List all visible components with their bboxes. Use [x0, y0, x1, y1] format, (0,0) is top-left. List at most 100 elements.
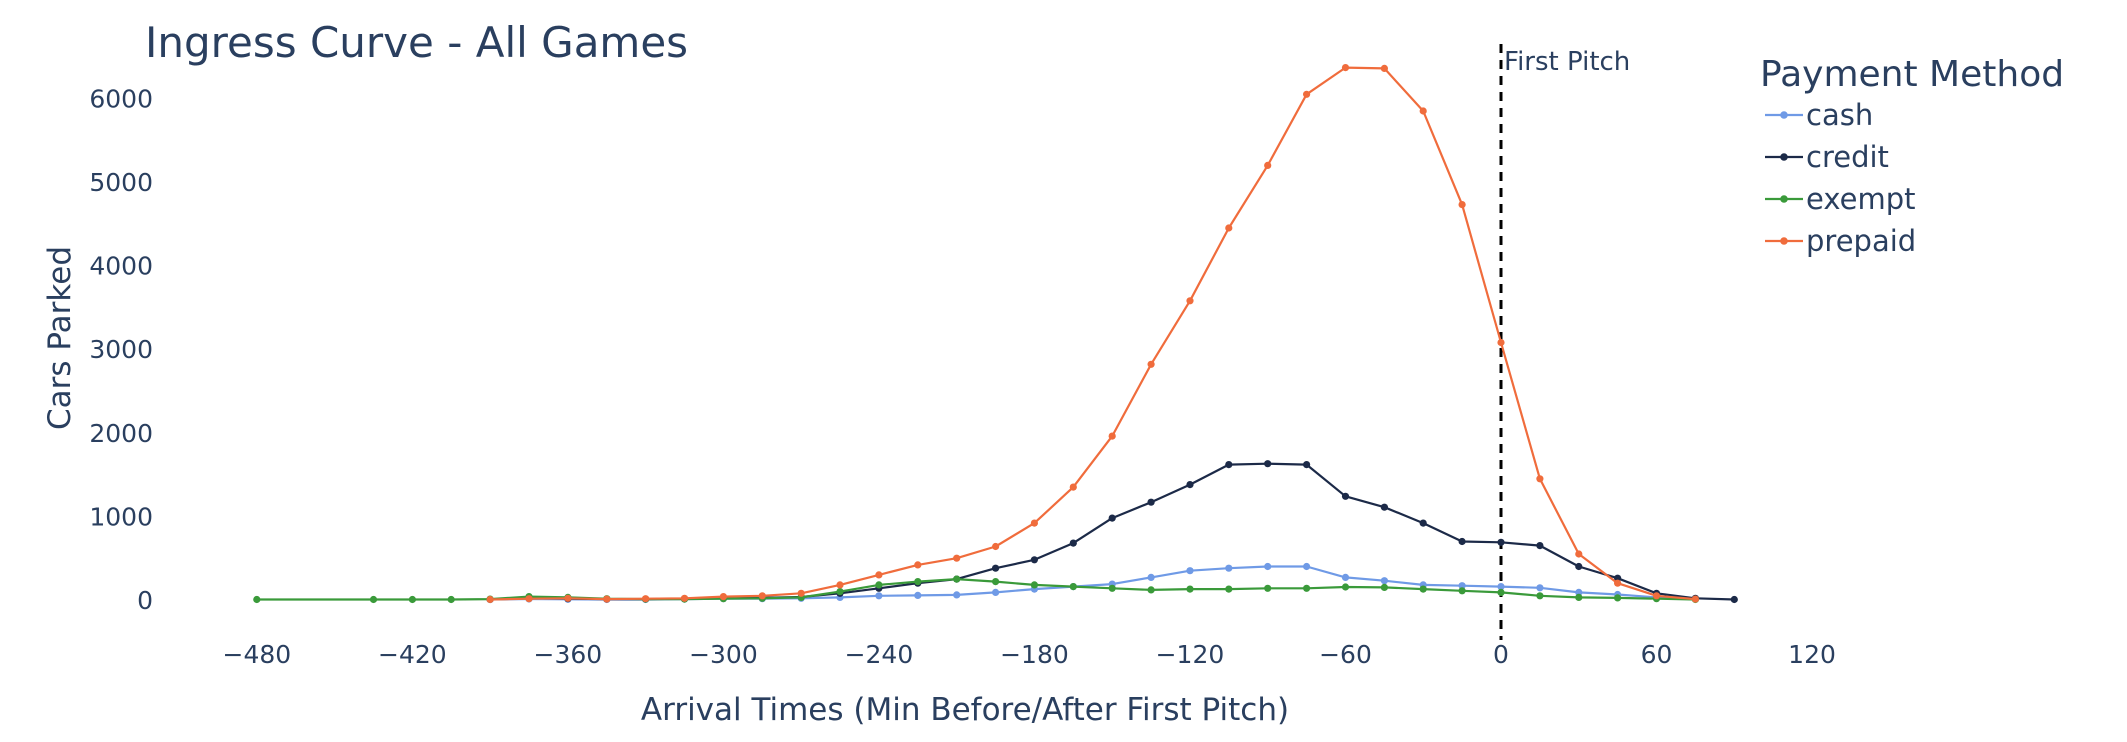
data-point-prepaid — [1419, 107, 1427, 115]
data-point-prepaid — [1147, 360, 1155, 368]
data-point-prepaid — [914, 561, 922, 569]
data-point-prepaid — [1264, 161, 1272, 169]
data-point-cash — [875, 592, 883, 600]
data-point-prepaid — [486, 595, 494, 604]
legend-item-exempt[interactable]: exempt — [1765, 182, 1915, 216]
data-point-credit — [1186, 481, 1194, 489]
legend-swatch-marker — [1780, 195, 1788, 203]
x-tick-label: 120 — [1788, 640, 1836, 669]
series-exempt — [253, 575, 1699, 604]
data-point-credit — [1108, 514, 1116, 522]
data-point-credit — [1380, 503, 1388, 511]
data-point-prepaid — [1108, 432, 1116, 440]
x-axis-title: Arrival Times (Min Before/After First Pi… — [641, 692, 1289, 728]
data-point-prepaid — [1341, 64, 1350, 72]
legend-swatch-marker — [1780, 237, 1788, 245]
data-point-exempt — [1225, 585, 1233, 593]
data-point-prepaid — [642, 595, 650, 603]
x-tick-label: 0 — [1493, 640, 1509, 669]
x-tick-label: −240 — [845, 640, 914, 669]
data-point-prepaid — [525, 595, 533, 603]
data-point-credit — [1458, 537, 1466, 546]
data-point-exempt — [1069, 583, 1077, 591]
data-point-exempt — [1536, 592, 1544, 600]
data-point-prepaid — [1536, 475, 1544, 483]
data-point-exempt — [1458, 587, 1466, 595]
data-point-exempt — [1341, 583, 1350, 591]
data-point-credit — [992, 564, 1000, 572]
data-point-exempt — [1108, 584, 1116, 592]
data-point-credit — [1614, 574, 1622, 582]
legend-label: prepaid — [1806, 224, 1916, 258]
data-point-credit — [1030, 556, 1038, 564]
data-point-exempt — [1614, 594, 1622, 602]
legend-title: Payment Method — [1760, 54, 2064, 95]
y-axis-title: Cars Parked — [42, 246, 78, 430]
data-point-prepaid — [1497, 338, 1505, 347]
data-point-prepaid — [564, 594, 572, 602]
chart-title: Ingress Curve - All Games — [145, 18, 688, 67]
data-point-exempt — [875, 581, 883, 589]
data-point-prepaid — [1069, 483, 1077, 491]
data-point-prepaid — [1380, 64, 1388, 72]
x-axis-ticks: −480 −420 −360 −300 −240 −180 −120 −60 0 60 120 — [223, 640, 1836, 669]
y-tick-label: 0 — [137, 586, 153, 615]
legend-item-credit[interactable]: credit — [1765, 140, 1889, 174]
data-point-exempt — [253, 595, 261, 604]
data-point-credit — [1147, 498, 1155, 506]
data-point-prepaid — [1303, 90, 1311, 98]
data-point-exempt — [1030, 581, 1038, 589]
data-point-prepaid — [758, 592, 766, 600]
x-tick-label: −420 — [378, 640, 447, 669]
data-point-exempt — [447, 595, 455, 604]
data-point-prepaid — [875, 571, 883, 579]
data-point-exempt — [1497, 588, 1505, 597]
data-point-prepaid — [1458, 201, 1466, 209]
data-point-cash — [1147, 573, 1155, 582]
data-point-cash — [1264, 562, 1272, 571]
data-point-prepaid — [603, 595, 611, 603]
data-point-cash — [1341, 573, 1350, 582]
data-point-credit — [1341, 492, 1350, 500]
legend-item-cash[interactable]: cash — [1765, 98, 1873, 132]
data-point-credit — [1536, 542, 1544, 550]
x-tick-label: −60 — [1319, 640, 1372, 669]
data-point-exempt — [1264, 584, 1272, 592]
data-point-cash — [992, 588, 1000, 597]
data-point-cash — [1575, 588, 1583, 597]
data-point-prepaid — [1614, 579, 1622, 587]
y-tick-label: 6000 — [89, 85, 153, 114]
data-point-cash — [1536, 584, 1544, 592]
data-point-cash — [1380, 577, 1388, 585]
data-point-prepaid — [1652, 592, 1661, 600]
data-point-prepaid — [1691, 595, 1699, 603]
x-tick-label: −300 — [689, 640, 758, 669]
legend-swatch-marker — [1780, 111, 1788, 119]
data-point-credit — [1419, 519, 1427, 527]
data-point-credit — [1069, 539, 1077, 547]
legend-item-prepaid[interactable]: prepaid — [1765, 224, 1916, 258]
data-point-cash — [953, 591, 961, 599]
data-point-exempt — [1186, 585, 1194, 593]
data-point-prepaid — [680, 594, 689, 602]
data-point-exempt — [992, 578, 1000, 586]
data-point-credit — [1225, 461, 1233, 469]
data-point-prepaid — [1186, 297, 1194, 305]
x-tick-label: −480 — [223, 640, 292, 669]
x-tick-label: 60 — [1641, 640, 1673, 669]
x-tick-label: −180 — [1000, 640, 1069, 669]
y-tick-label: 4000 — [89, 252, 153, 281]
data-point-prepaid — [992, 542, 1000, 551]
x-tick-label: −360 — [534, 640, 603, 669]
data-point-exempt — [1419, 585, 1427, 593]
legend-label: cash — [1806, 98, 1873, 132]
data-point-prepaid — [719, 593, 728, 601]
data-point-prepaid — [1575, 550, 1583, 558]
data-point-cash — [1458, 582, 1466, 590]
annotations: First Pitch — [1499, 44, 1630, 640]
data-point-prepaid — [953, 554, 961, 562]
y-tick-label: 1000 — [89, 502, 153, 531]
